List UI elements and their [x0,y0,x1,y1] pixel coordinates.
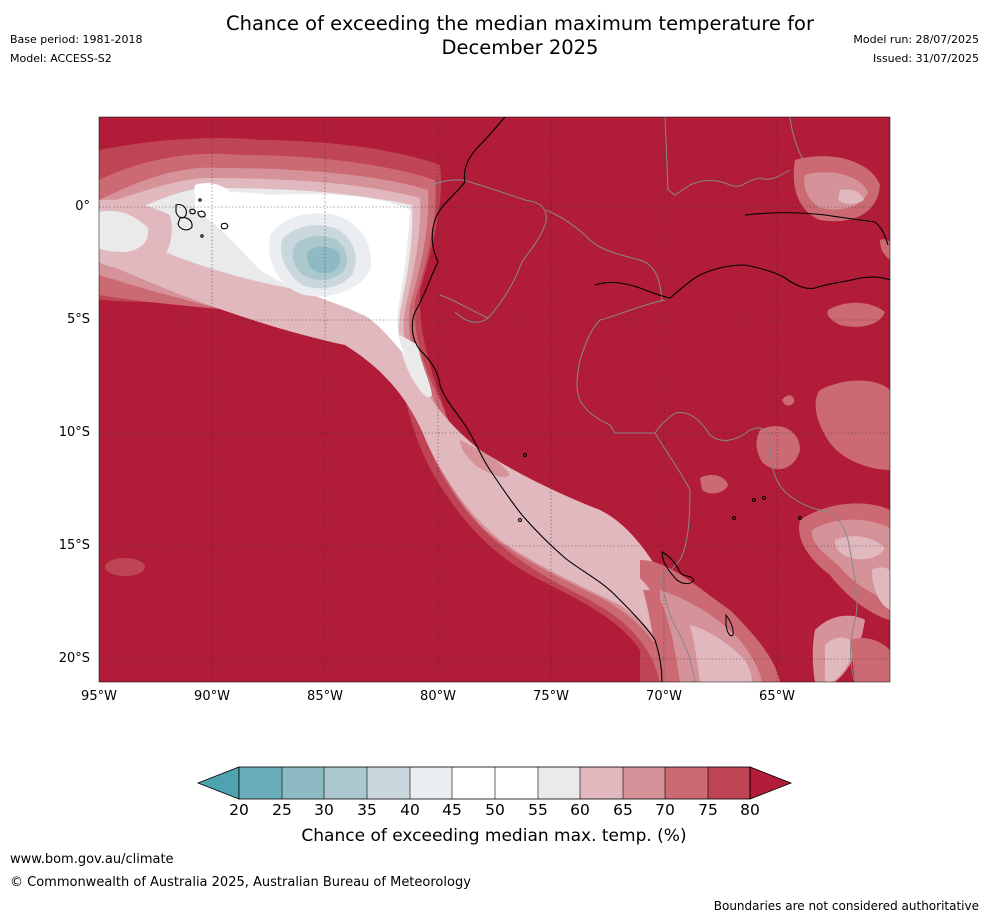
map-canvas [99,117,890,682]
galapagos-white-patch [194,183,232,209]
colorbar-tick-20: 20 [229,801,249,819]
lon-tick-90w: 90°W [194,689,230,704]
colorbar-tick-70: 70 [655,801,675,819]
brazil-patches [700,156,890,682]
colorbar-tick-65: 65 [613,801,633,819]
colorbar-label: Chance of exceeding median max. temp. (%… [301,826,687,846]
copyright-notice: © Commonwealth of Australia 2025, Austra… [10,875,471,890]
meta-left: Base period: 1981-2018 Model: ACCESS-S2 [10,30,142,68]
base-period-label: Base period: 1981-2018 [10,33,143,46]
colorbar-bin-45-50 [452,767,495,799]
model-label: Model: ACCESS-S2 [10,52,112,65]
issued-label: Issued: 31/07/2025 [872,52,979,65]
lakes [518,453,802,637]
lat-tick-10s: 10°S [58,425,90,440]
colorbar-tick-80: 80 [740,801,760,819]
west-white-core [99,210,149,252]
colorbar-tick-75: 75 [698,801,718,819]
lon-tick-95w: 95°W [81,689,117,704]
lat-tick-0: 0° [75,199,90,214]
colorbar-bin-50-55 [495,767,538,799]
colorbar-max-arrow [749,766,793,800]
colorbar-tick-50: 50 [485,801,505,819]
colorbar-tick-35: 35 [357,801,377,819]
lon-tick-65w: 65°W [759,689,795,704]
colorbar-min-arrow [196,766,240,800]
colorbar-bin-70-75 [665,767,708,799]
map-title: Chance of exceeding the median maximum t… [180,12,860,60]
lon-tick-80w: 80°W [420,689,456,704]
map-frame [98,116,891,683]
colorbar-bin-75-80 [708,767,750,799]
galapagos-islands [175,198,229,238]
graticule [99,117,890,682]
colorbar-bin-25-30 [282,767,324,799]
colorbar-tick-40: 40 [400,801,420,819]
colorbar-frame [238,766,751,800]
colorbar-bin-35-40 [367,767,410,799]
contour-30 [306,246,340,274]
title-line-1: Chance of exceeding the median maximum t… [225,12,815,35]
colorbar-tick-55: 55 [528,801,548,819]
ocean-spot [105,558,145,576]
coastlines [411,117,890,682]
colorbar-bin-65-70 [623,767,665,799]
lon-tick-75w: 75°W [533,689,569,704]
lon-tick-70w: 70°W [646,689,682,704]
contour-65 [99,178,690,682]
colorbar-tick-25: 25 [272,801,292,819]
colorbar-bin-55-60 [538,767,580,799]
coastal-patches [460,440,650,591]
colorbar-dividers [281,767,709,799]
source-url: www.bom.gov.au/climate [10,852,174,867]
title-line-2: December 2025 [441,36,599,59]
colorbar-bin-30-35 [324,767,367,799]
lon-tick-85w: 85°W [307,689,343,704]
lat-tick-5s: 5°S [66,312,90,327]
colorbar-bin-60-65 [580,767,623,799]
lat-tick-15s: 15°S [58,538,90,553]
colorbar-bin-40-45 [410,767,452,799]
colorbar-tick-30: 30 [314,801,334,819]
meta-right: Model run: 28/07/2025 Issued: 31/07/2025 [853,30,979,68]
colorbar-tick-60: 60 [570,801,590,819]
boundaries-disclaimer: Boundaries are not considered authoritat… [713,899,979,913]
lat-tick-20s: 20°S [58,651,90,666]
colorbar-bin-20-25 [239,767,282,799]
model-run-label: Model run: 28/07/2025 [853,33,979,46]
colorbar-tick-45: 45 [442,801,462,819]
